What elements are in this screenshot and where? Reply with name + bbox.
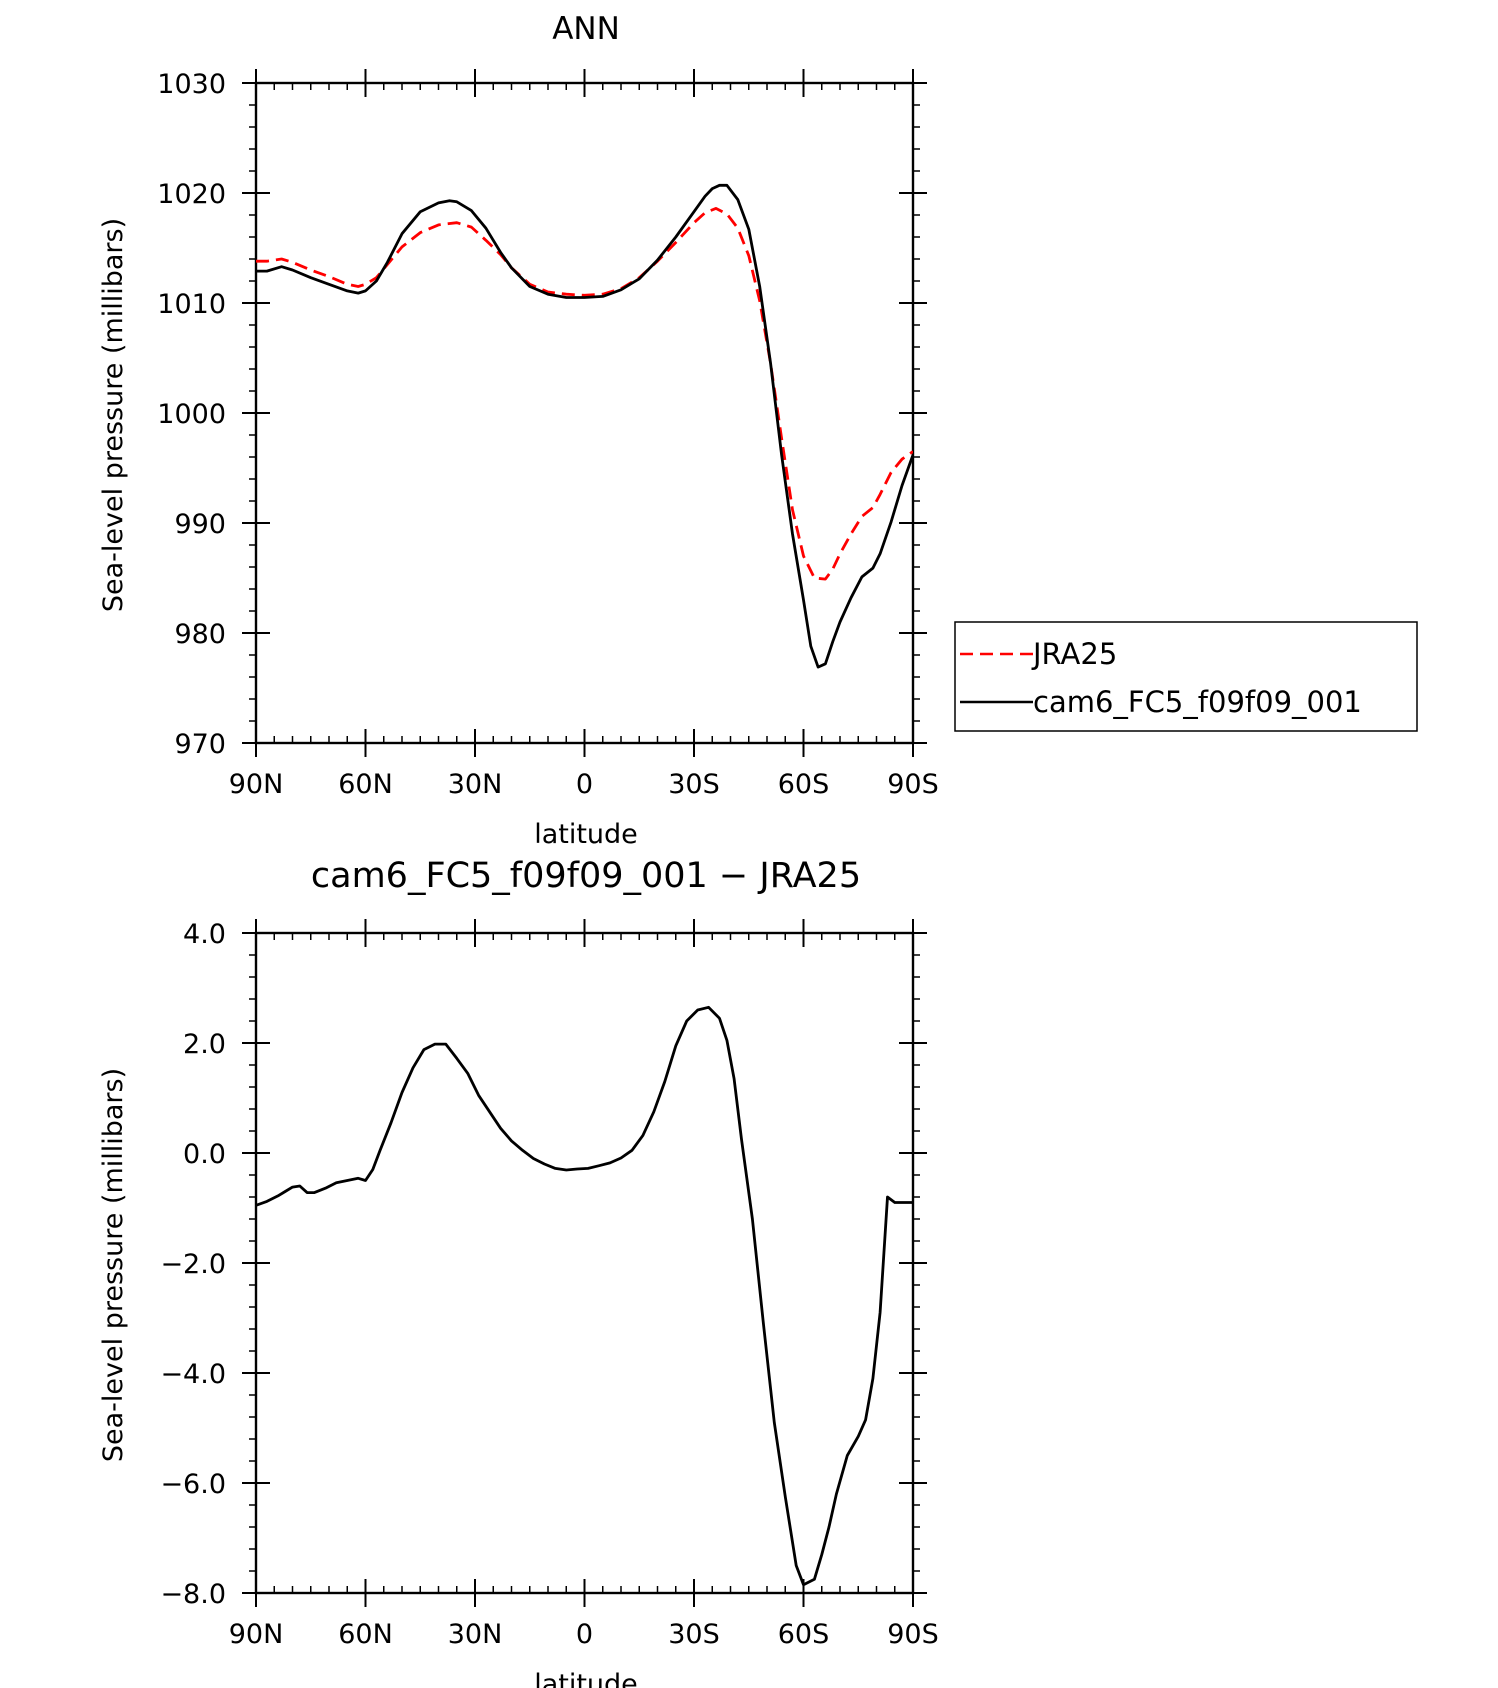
top-panel: ANN 90N 60N 30N 0 30S 60S 90S 970 980 990 1000 1010…: [98, 11, 939, 850]
y-tick-label: −6.0: [160, 1469, 226, 1500]
y-tick-label: −2.0: [160, 1249, 226, 1280]
series-line-0-0: [256, 206, 913, 581]
y-tick-label: 1010: [157, 289, 226, 320]
legend-box: [954, 621, 1418, 732]
y-tick-label: 4.0: [183, 919, 226, 950]
y-tick-label: −8.0: [160, 1579, 226, 1610]
bottom-x-axis-label: latitude: [534, 1669, 638, 1688]
x-tick-label: 90S: [887, 1619, 939, 1650]
y-tick-label: 980: [174, 619, 226, 650]
x-tick-label: 90N: [229, 769, 284, 800]
x-tick-label: 0: [576, 1619, 593, 1650]
x-tick-label: 60S: [778, 769, 830, 800]
y-tick-label: 1000: [157, 399, 226, 430]
x-tick-label: 30N: [448, 769, 503, 800]
top-x-axis-label: latitude: [534, 819, 638, 850]
y-tick-label: 1030: [157, 69, 226, 100]
y-tick-label: 1020: [157, 179, 226, 210]
bottom-panel: cam6_FC5_f09f09_001 − JRA25 90N 60N 30N 0 30…: [98, 856, 939, 1688]
x-tick-label: 60N: [338, 1619, 393, 1650]
series-line-1-0: [256, 1005, 913, 1587]
x-tick-label: 60S: [778, 1619, 830, 1650]
top-panel-title: ANN: [552, 11, 620, 47]
legend: JRA25 cam6_FC5_f09f09_001: [954, 621, 1418, 732]
x-tick-label: 0: [576, 769, 593, 800]
x-tick-label: 30N: [448, 1619, 503, 1650]
series-line-0-1: [256, 183, 913, 669]
bottom-y-axis-label: Sea-level pressure (millibars): [98, 1068, 129, 1462]
bottom-plot-area: 90N 60N 30N 0 30S 60S 90S −8.0 −6.0 −4.0 −2.0 0.0 2.…: [160, 919, 939, 1650]
top-y-axis-label: Sea-level pressure (millibars): [98, 218, 129, 612]
x-tick-label: 30S: [668, 769, 720, 800]
legend-label-cam6: cam6_FC5_f09f09_001: [1033, 685, 1362, 719]
x-tick-label: 90N: [229, 1619, 284, 1650]
plot-frame: [254, 81, 915, 745]
x-tick-label: 90S: [887, 769, 939, 800]
plot-frame: [254, 931, 915, 1595]
y-tick-label: 0.0: [183, 1139, 226, 1170]
y-tick-label: 2.0: [183, 1029, 226, 1060]
bottom-panel-title: cam6_FC5_f09f09_001 − JRA25: [311, 856, 861, 896]
legend-label-jra25: JRA25: [1031, 637, 1117, 671]
x-tick-label: 30S: [668, 1619, 720, 1650]
y-tick-label: −4.0: [160, 1359, 226, 1390]
y-tick-label: 970: [174, 729, 226, 760]
top-plot-area: 90N 60N 30N 0 30S 60S 90S 970 980 990 1000 1010 1020…: [157, 69, 939, 800]
x-tick-label: 60N: [338, 769, 393, 800]
y-tick-label: 990: [174, 509, 226, 540]
